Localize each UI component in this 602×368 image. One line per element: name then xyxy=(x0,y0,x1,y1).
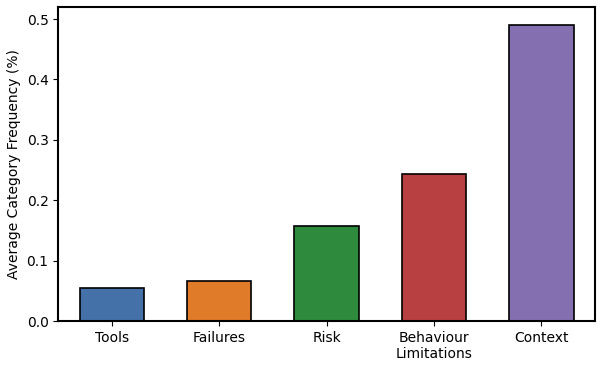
Y-axis label: Average Category Frequency (%): Average Category Frequency (%) xyxy=(7,49,21,279)
Bar xyxy=(509,25,574,321)
Bar xyxy=(402,174,466,321)
Bar xyxy=(294,226,359,321)
Bar xyxy=(187,281,252,321)
Bar xyxy=(79,288,144,321)
